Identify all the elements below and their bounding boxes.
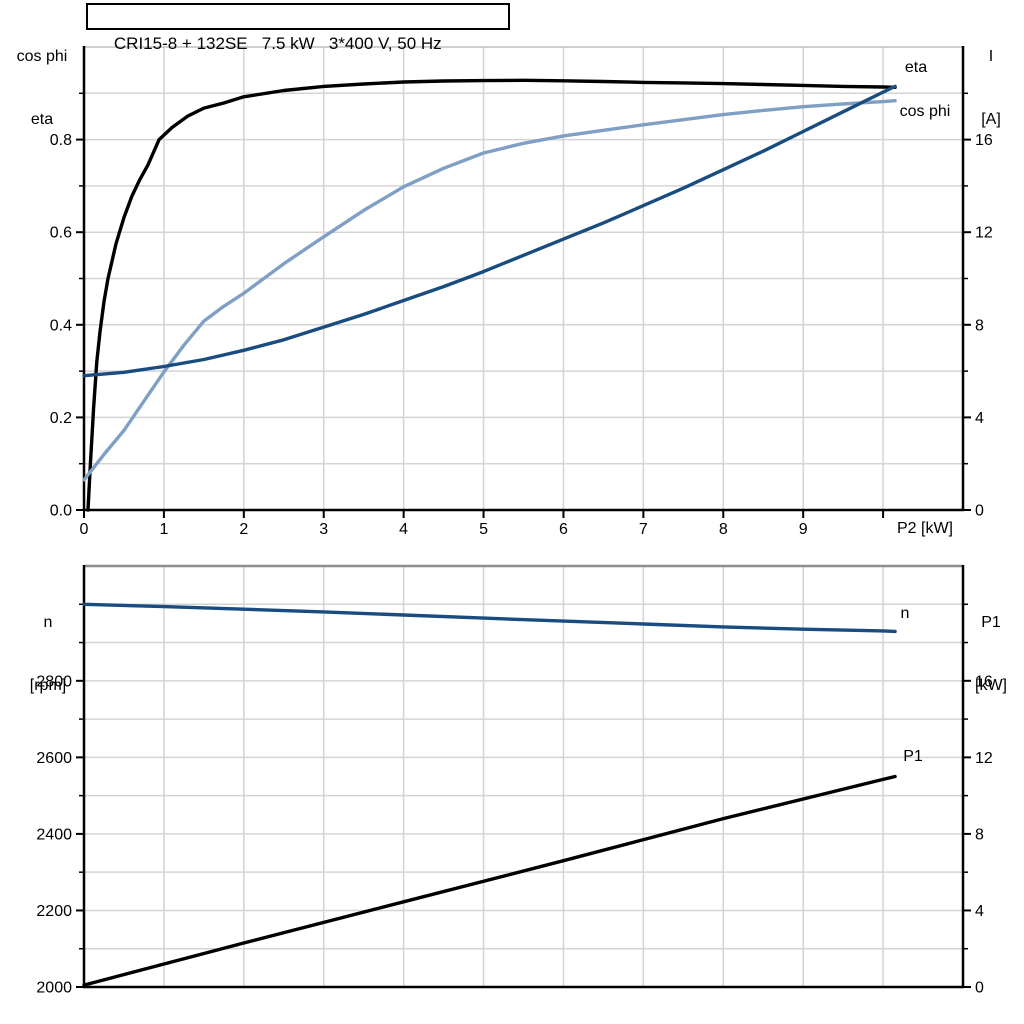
x-axis-tick-label: 6 — [559, 521, 568, 538]
left-axis-tick-label: 0.2 — [50, 410, 72, 427]
x-axis-tick-label: 4 — [399, 521, 408, 538]
speed-axis-unit: [rpm] — [29, 677, 67, 694]
left-axis-tick-label: 0.0 — [50, 503, 72, 520]
right-axis-tick-label: 4 — [975, 903, 984, 920]
x-axis-tick-label: 9 — [799, 521, 808, 538]
cos-phi-axis-label: cos phi — [16, 48, 68, 65]
top-panel-left-axis-header: cos phi eta — [0, 4, 84, 172]
left-axis-tick-label: 2400 — [36, 826, 72, 843]
speed-curve-label: n — [901, 605, 910, 622]
cos-phi-curve-label: cos phi — [900, 103, 951, 120]
left-axis-tick-label: 0.6 — [50, 225, 72, 242]
x-axis-tick-label: 2 — [239, 521, 248, 538]
bottom-panel-right-axis-header: P1 [kW] — [958, 570, 1024, 738]
current-axis-label: I — [988, 48, 994, 65]
right-axis-tick-label: 8 — [975, 826, 984, 843]
speed-axis-label: n — [43, 614, 53, 631]
top-panel-right-axis-header: I [A] — [958, 4, 1024, 172]
right-axis-tick-label: 16 — [975, 132, 993, 149]
left-axis-tick-label: 2200 — [36, 903, 72, 920]
right-axis-tick-label: 0 — [975, 980, 984, 997]
x-axis-tick-label: 3 — [319, 521, 328, 538]
left-axis-tick-label: 2000 — [36, 980, 72, 997]
chart-title-box: CRI15-8 + 132SE 7.5 kW 3*400 V, 50 Hz — [86, 3, 510, 53]
eta-curve — [86, 78, 897, 512]
current-curve — [82, 84, 897, 378]
p1-axis-label: P1 — [981, 614, 1001, 631]
speed-curve — [82, 602, 897, 634]
right-axis-tick-label: 0 — [975, 503, 984, 520]
x-axis-tick-label: 7 — [639, 521, 648, 538]
bottom-panel-left-axis-header: n [rpm] — [0, 570, 96, 738]
p1-curve-label: P1 — [903, 748, 923, 765]
p1-curve — [82, 774, 897, 987]
right-axis-tick-label: 8 — [975, 317, 984, 334]
left-axis-tick-label: 0.4 — [50, 317, 72, 334]
p1-axis-unit: [kW] — [975, 677, 1007, 694]
x-axis-title: P2 [kW] — [897, 520, 953, 537]
right-axis-tick-label: 4 — [975, 410, 984, 427]
x-axis-tick-label: 8 — [719, 521, 728, 538]
right-axis-tick-label: 12 — [975, 225, 993, 242]
eta-curve-label: eta — [905, 59, 927, 76]
chart-title: CRI15-8 + 132SE 7.5 kW 3*400 V, 50 Hz — [113, 34, 442, 53]
right-axis-tick-label: 12 — [975, 750, 993, 767]
x-axis-tick-label: 0 — [80, 521, 89, 538]
eta-axis-label: eta — [30, 111, 54, 128]
left-axis-tick-label: 2800 — [36, 673, 72, 690]
current-axis-unit: [A] — [981, 111, 1001, 128]
right-axis-tick-label: 16 — [975, 673, 993, 690]
cos-phi-curve — [82, 98, 897, 482]
left-axis-tick-label: 0.8 — [50, 132, 72, 149]
x-axis-tick-label: 1 — [159, 521, 168, 538]
left-axis-tick-label: 2600 — [36, 750, 72, 767]
x-axis-tick-label: 5 — [479, 521, 488, 538]
